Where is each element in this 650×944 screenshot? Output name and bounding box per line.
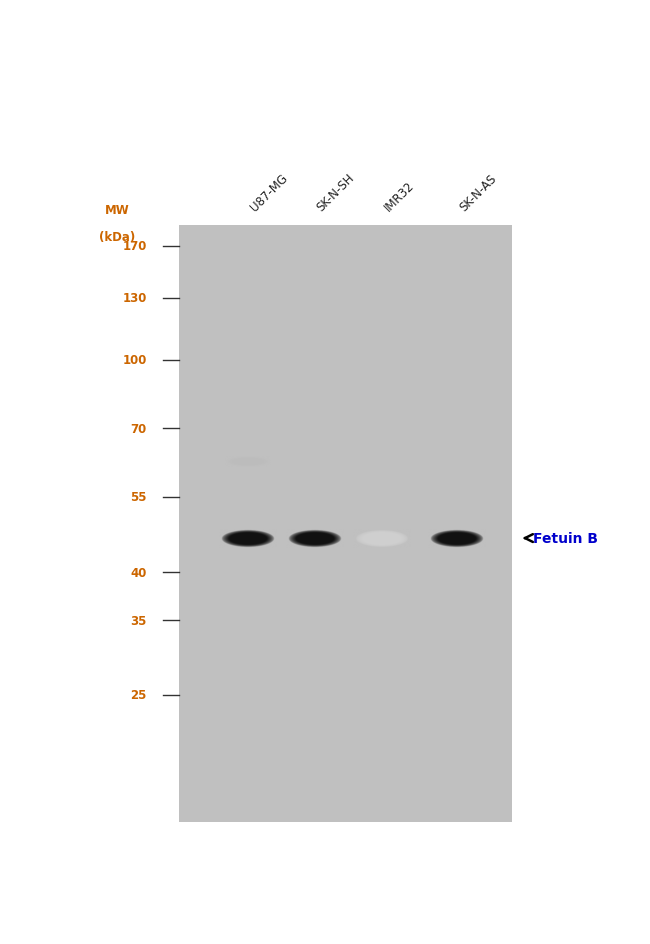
Text: 130: 130 — [122, 292, 147, 305]
Text: MW: MW — [105, 204, 130, 217]
Text: 70: 70 — [131, 422, 147, 435]
Text: IMR32: IMR32 — [382, 178, 417, 213]
Text: 100: 100 — [122, 354, 147, 367]
Text: Fetuin B: Fetuin B — [533, 531, 598, 546]
Text: 25: 25 — [131, 688, 147, 701]
Text: 40: 40 — [131, 566, 147, 580]
Text: U87-MG: U87-MG — [248, 171, 290, 213]
Bar — [179, 226, 512, 822]
Text: 170: 170 — [122, 240, 147, 253]
Text: SK-N-AS: SK-N-AS — [457, 172, 499, 213]
Text: (kDa): (kDa) — [99, 231, 136, 244]
Text: 35: 35 — [131, 615, 147, 627]
Text: 55: 55 — [130, 491, 147, 503]
Text: SK-N-SH: SK-N-SH — [315, 171, 358, 213]
